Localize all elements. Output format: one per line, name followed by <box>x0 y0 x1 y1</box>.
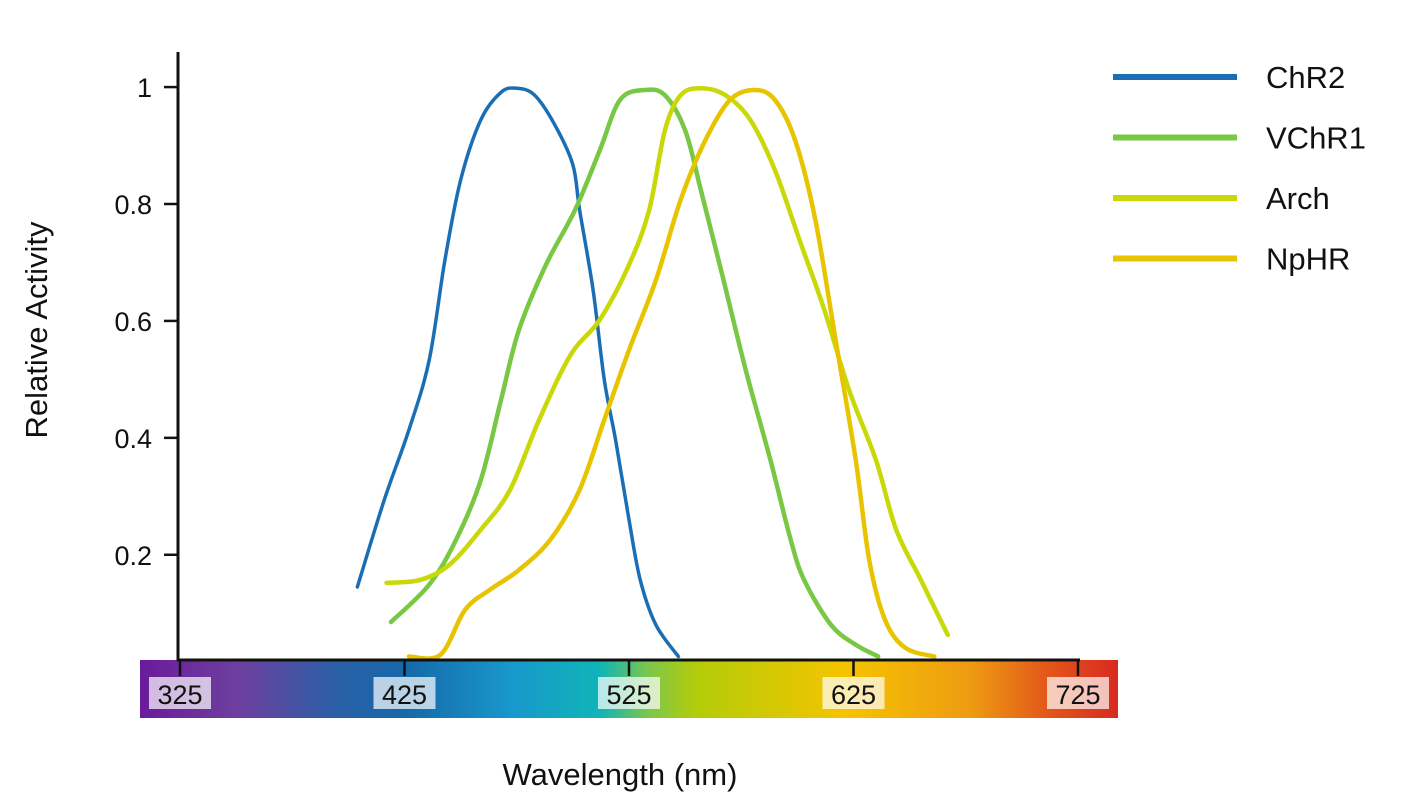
x-tick-label: 425 <box>382 680 427 710</box>
series-line-chr2 <box>355 86 681 659</box>
y-tick-label: 1 <box>137 73 152 103</box>
legend: ChR2 VChR1 Arch NpHR <box>1113 60 1366 277</box>
legend-label: ChR2 <box>1266 60 1345 95</box>
x-tick-label: 525 <box>606 680 651 710</box>
x-tick-label: 625 <box>831 680 876 710</box>
x-tick-label-box <box>149 677 211 709</box>
series-line-nphr <box>406 87 937 661</box>
legend-label: NpHR <box>1266 242 1350 277</box>
y-ticks: 0.2 0.4 0.6 0.8 1 <box>114 73 178 571</box>
x-tick-label-box <box>822 677 885 709</box>
x-tick-label: 725 <box>1055 680 1100 710</box>
x-tick-label-box <box>373 677 436 709</box>
x-tick-label-box <box>1047 677 1109 709</box>
x-tick-label: 325 <box>157 680 202 710</box>
series-lines <box>355 85 951 661</box>
y-tick-label: 0.8 <box>114 190 152 220</box>
x-tick-label-box <box>598 677 660 709</box>
y-tick-label: 0.4 <box>114 424 152 454</box>
x-ticks: 325 425 525 625 725 <box>149 660 1109 710</box>
series-line-arch <box>384 85 951 638</box>
legend-label: VChR1 <box>1266 121 1366 156</box>
y-axis-label: Relative Activity <box>19 221 54 439</box>
legend-label: Arch <box>1266 181 1330 216</box>
y-tick-label: 0.2 <box>114 541 152 571</box>
y-tick-label: 0.6 <box>114 307 152 337</box>
series-line-vchr1 <box>388 87 881 659</box>
x-axis-label: Wavelength (nm) <box>503 757 738 792</box>
